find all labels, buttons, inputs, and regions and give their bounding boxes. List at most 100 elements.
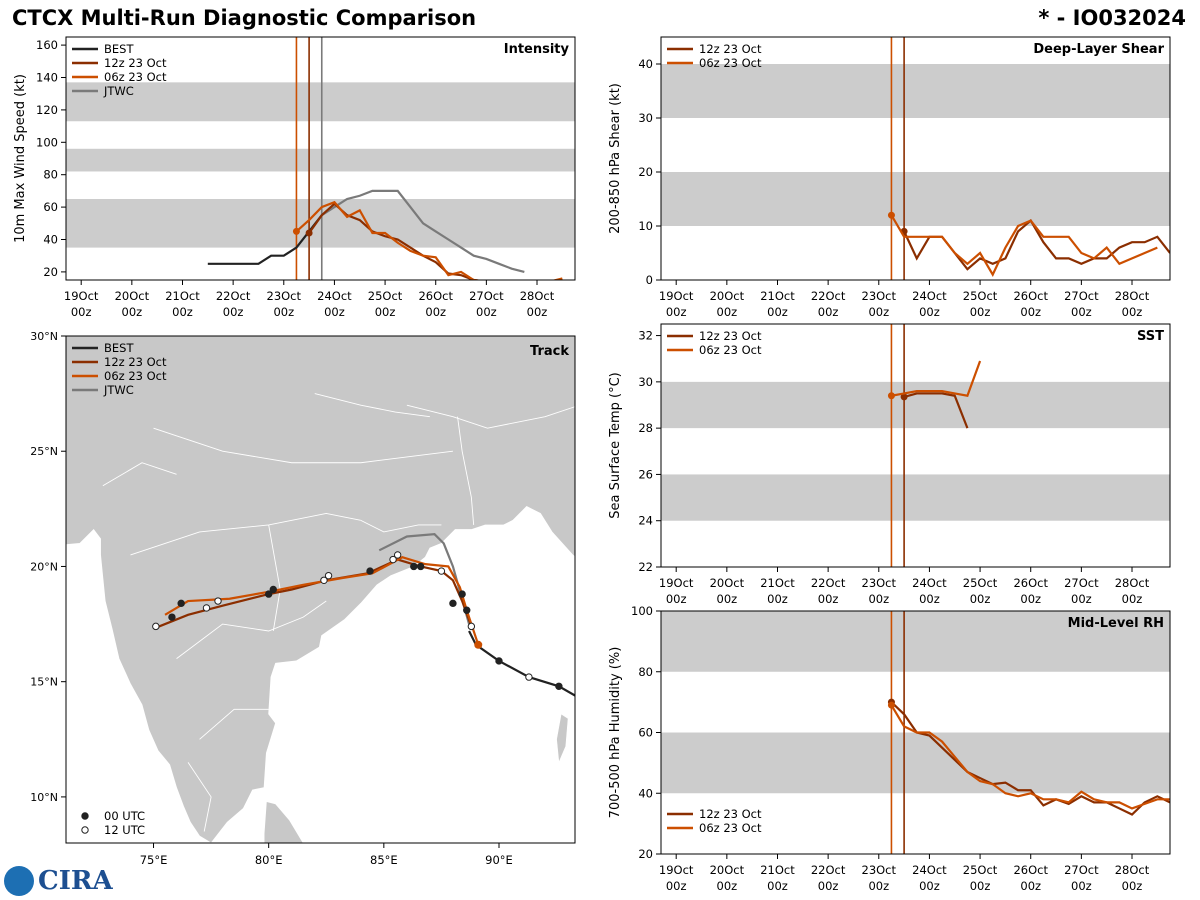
x-tick-label: 80°E bbox=[255, 853, 283, 867]
x-tick-label: 00z bbox=[666, 305, 687, 319]
x-tick-label: 20Oct bbox=[115, 289, 150, 303]
x-tick-label: 00z bbox=[970, 879, 991, 893]
legend-label: BEST bbox=[104, 42, 134, 56]
track-marker bbox=[202, 604, 211, 612]
x-tick-label: 00z bbox=[868, 305, 889, 319]
x-tick-label: 24Oct bbox=[912, 289, 947, 303]
track-marker bbox=[366, 567, 374, 575]
x-tick-label: 00z bbox=[919, 305, 940, 319]
panel-title: SST bbox=[1137, 329, 1164, 344]
x-tick-label: 00z bbox=[1071, 305, 1092, 319]
y-axis-label: 700-500 hPa Humidity (%) bbox=[608, 647, 623, 819]
x-tick-label: 00z bbox=[717, 879, 738, 893]
y-tick-label: 30 bbox=[638, 375, 653, 389]
y-tick-label: 20 bbox=[638, 847, 653, 861]
x-tick-label: 25Oct bbox=[963, 289, 998, 303]
track-start-point bbox=[474, 640, 483, 649]
x-tick-label: 00z bbox=[868, 592, 889, 606]
x-tick-label: 00z bbox=[1122, 305, 1143, 319]
track-marker bbox=[437, 567, 446, 575]
legend-label: 06z 23 Oct bbox=[699, 56, 762, 70]
shade-band bbox=[66, 199, 575, 248]
track-marker bbox=[410, 562, 418, 571]
x-tick-label: 27Oct bbox=[1064, 576, 1099, 590]
x-tick-label: 00z bbox=[919, 879, 940, 893]
y-axis-label: 200-850 hPa Shear (kt) bbox=[608, 83, 623, 234]
marker-legend-symbol bbox=[81, 812, 89, 820]
track-marker bbox=[393, 551, 402, 559]
panel-title: Track bbox=[530, 344, 569, 359]
track-marker bbox=[324, 571, 333, 580]
x-tick-label: 19Oct bbox=[659, 863, 694, 877]
panel-intensity: 20 40 60 80 100 120 140 160 19Oct 00z 20Oct 00z 21Oc… bbox=[13, 36, 576, 319]
y-tick-label: 10°N bbox=[30, 791, 58, 804]
series-start-point bbox=[887, 392, 895, 400]
axes-frame bbox=[65, 36, 576, 281]
x-tick-label: 00z bbox=[666, 879, 687, 893]
page-title: CTCX Multi-Run Diagnostic Comparison bbox=[12, 6, 477, 30]
legend-label: 12z 23 Oct bbox=[699, 807, 762, 821]
legend-label: 12z 23 Oct bbox=[104, 56, 167, 70]
state-border bbox=[153, 427, 453, 464]
y-tick-label: 20°N bbox=[30, 560, 58, 573]
x-tick-label: 23Oct bbox=[862, 289, 897, 303]
x-tick-label: 24Oct bbox=[912, 863, 947, 877]
shade-band bbox=[661, 64, 1170, 118]
marker-legend-symbol bbox=[81, 826, 89, 834]
y-tick-label: 100 bbox=[631, 604, 653, 618]
y-tick-label: 160 bbox=[36, 38, 58, 52]
y-tick-label: 80 bbox=[638, 665, 653, 679]
x-tick-label: 20Oct bbox=[710, 863, 745, 877]
x-tick-label: 21Oct bbox=[165, 289, 200, 303]
noaa-logo-icon bbox=[4, 866, 34, 896]
track-marker bbox=[458, 590, 466, 598]
y-tick-label: 60 bbox=[638, 726, 653, 740]
series-line bbox=[321, 189, 525, 273]
y-tick-label: 28 bbox=[638, 421, 653, 435]
x-tick-label: 26Oct bbox=[418, 289, 453, 303]
axes-frame bbox=[65, 335, 576, 844]
x-tick-label: 00z bbox=[223, 305, 244, 319]
x-tick-label: 24Oct bbox=[317, 289, 352, 303]
y-tick-label: 25°N bbox=[30, 445, 58, 458]
legend-label: 06z 23 Oct bbox=[104, 70, 167, 84]
marker-legend-label: 12 UTC bbox=[104, 823, 145, 837]
y-tick-label: 60 bbox=[43, 200, 58, 214]
track-marker bbox=[152, 622, 160, 631]
x-tick-label: 00z bbox=[818, 879, 839, 893]
track-marker bbox=[264, 590, 273, 598]
x-tick-label: 00z bbox=[1071, 879, 1092, 893]
legend-label: 12z 23 Oct bbox=[699, 329, 762, 343]
x-tick-label: 00z bbox=[1020, 879, 1041, 893]
y-tick-label: 80 bbox=[43, 168, 58, 182]
series-line bbox=[207, 214, 323, 265]
storm-id: * - IO032024 bbox=[1038, 6, 1186, 30]
y-axis-label: Sea Surface Temp (°C) bbox=[608, 372, 623, 519]
x-tick-label: 19Oct bbox=[64, 289, 99, 303]
panel-title: Intensity bbox=[504, 42, 570, 57]
series-start-point bbox=[292, 227, 300, 235]
x-tick-label: 00z bbox=[970, 305, 991, 319]
x-tick-label: 26Oct bbox=[1013, 863, 1048, 877]
y-tick-label: 30°N bbox=[30, 330, 58, 343]
x-tick-label: 27Oct bbox=[1064, 863, 1099, 877]
shade-band bbox=[661, 381, 1170, 429]
panel-title: Deep-Layer Shear bbox=[1033, 42, 1164, 57]
shade-band bbox=[66, 82, 575, 122]
series-line bbox=[295, 200, 563, 280]
state-border bbox=[457, 416, 475, 526]
land-andaman bbox=[556, 713, 569, 763]
track-marker bbox=[177, 599, 185, 608]
x-tick-label: 00z bbox=[1122, 592, 1143, 606]
axes-frame bbox=[660, 323, 1171, 568]
x-tick-label: 23Oct bbox=[267, 289, 302, 303]
legend-label: 12z 23 Oct bbox=[104, 355, 167, 369]
y-tick-label: 140 bbox=[36, 71, 58, 85]
x-tick-label: 00z bbox=[818, 592, 839, 606]
x-tick-label: 27Oct bbox=[469, 289, 504, 303]
x-tick-label: 00z bbox=[71, 305, 92, 319]
x-tick-label: 00z bbox=[527, 305, 548, 319]
x-tick-label: 22Oct bbox=[811, 576, 846, 590]
x-tick-label: 25Oct bbox=[963, 576, 998, 590]
